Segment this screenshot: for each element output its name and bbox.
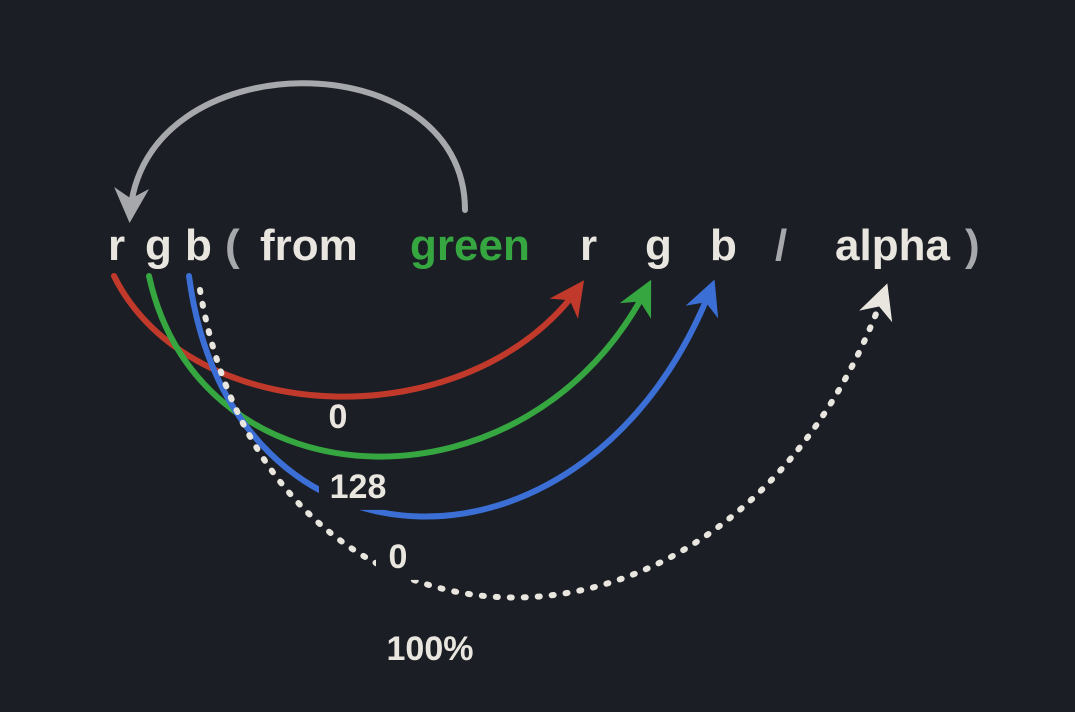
token-g1: g xyxy=(145,221,172,270)
r-arc-label: 0 xyxy=(329,398,348,436)
token-g2: g xyxy=(645,221,672,270)
token-alpha: alpha xyxy=(835,221,950,270)
token-b1: b xyxy=(185,221,212,270)
token-green: green xyxy=(410,221,530,270)
token-slash: / xyxy=(775,221,787,270)
token-r1: r xyxy=(108,221,125,270)
b-arc-label: 0 xyxy=(389,538,408,576)
g-arc-label: 128 xyxy=(330,468,387,506)
diagram-background xyxy=(0,0,1075,712)
token-b2: b xyxy=(710,221,737,270)
alpha-arc-label: 100% xyxy=(387,630,474,668)
token-r2: r xyxy=(580,221,597,270)
token-from: from xyxy=(260,221,358,270)
token-paren_l: ( xyxy=(225,221,240,270)
token-paren_r: ) xyxy=(965,221,980,270)
